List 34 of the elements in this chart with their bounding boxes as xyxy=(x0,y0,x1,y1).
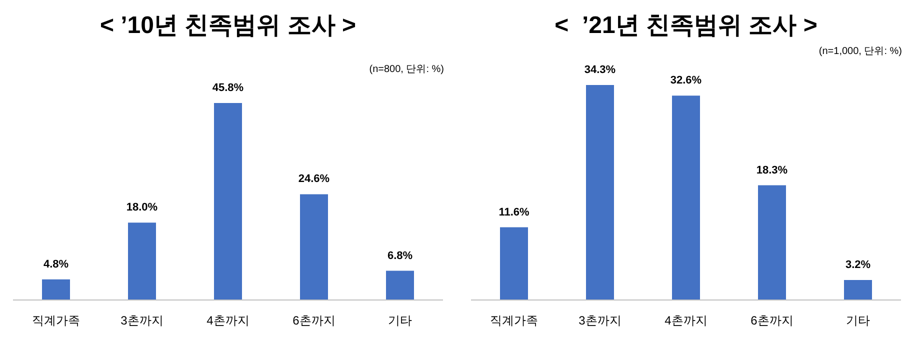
bar xyxy=(300,194,328,300)
x-tick-label: 6촌까지 xyxy=(292,314,336,328)
data-label: 18.0% xyxy=(126,202,158,214)
x-tick-label: 4촌까지 xyxy=(664,314,708,328)
data-label: 18.3% xyxy=(756,164,788,176)
bar xyxy=(586,85,614,300)
x-tick-label: 직계가족 xyxy=(490,314,538,328)
x-tick-label: 3촌까지 xyxy=(578,314,622,328)
data-label: 3.2% xyxy=(845,258,871,271)
bar xyxy=(214,103,242,300)
data-label: 4.8% xyxy=(43,258,69,270)
bar xyxy=(758,185,786,300)
bar xyxy=(672,96,700,300)
chart-subtitle: (n=800, 단위: %) xyxy=(368,63,445,77)
data-label: 32.6% xyxy=(670,74,702,87)
x-tick-label: 기타 xyxy=(388,314,412,328)
bar xyxy=(500,227,528,300)
bar xyxy=(128,222,156,300)
chart-subtitle: (n=1,000, 단위: %) xyxy=(818,45,903,59)
data-label: 11.6% xyxy=(498,206,530,218)
data-label: 45.8% xyxy=(212,82,244,94)
data-label: 24.6% xyxy=(298,173,330,186)
x-tick-label: 3촌까지 xyxy=(120,314,164,328)
x-tick-label: 4촌까지 xyxy=(206,314,250,328)
bar xyxy=(386,270,414,300)
data-label: 6.8% xyxy=(387,250,413,262)
x-tick-label: 6촌까지 xyxy=(750,314,794,328)
data-label: 34.3% xyxy=(584,64,616,76)
bar xyxy=(42,279,70,300)
chart-title: < ’21년 친족범위 조사 > xyxy=(554,11,818,41)
bar xyxy=(844,280,872,300)
chart-title: < ’10년 친족범위 조사 > xyxy=(98,11,358,41)
x-tick-label: 직계가족 xyxy=(32,314,80,328)
x-tick-label: 기타 xyxy=(846,314,870,328)
